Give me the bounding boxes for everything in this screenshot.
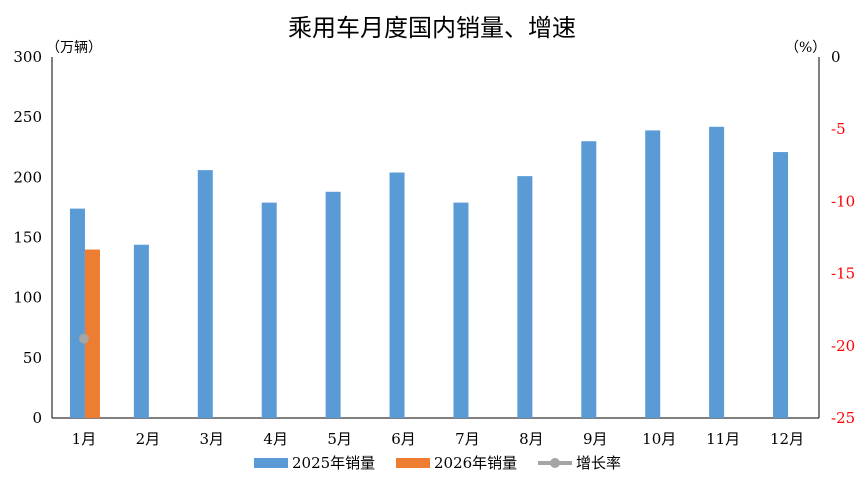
legend-label: 2026年销量 <box>434 454 517 472</box>
category-label: 5月 <box>327 430 352 448</box>
legend: 2025年销量 2026年销量 增长率 <box>254 454 621 472</box>
legend-swatch <box>254 458 288 468</box>
bar-2025 <box>261 202 277 418</box>
right-axis-ticks: 0 -5 -10 -15 -20 -25 <box>831 48 855 427</box>
right-tick-label: -5 <box>831 120 846 138</box>
category-label: 10月 <box>642 430 676 448</box>
category-label: 8月 <box>519 430 544 448</box>
right-tick-label: -25 <box>831 409 855 427</box>
left-tick-label: 0 <box>32 409 42 427</box>
growth-points <box>78 333 89 344</box>
left-tick-label: 100 <box>13 289 42 307</box>
bar-2025 <box>197 170 213 418</box>
left-tick-label: 150 <box>13 229 42 247</box>
growth-point <box>78 333 89 344</box>
right-tick-label: -15 <box>831 265 855 283</box>
right-tick-label: -10 <box>831 192 855 210</box>
bar-2025 <box>709 126 725 418</box>
category-label: 11月 <box>706 430 740 448</box>
right-axis-unit: （%） <box>785 40 826 56</box>
bar-2025 <box>453 202 469 418</box>
left-axis-unit: （万辆） <box>46 40 102 56</box>
category-label: 12月 <box>770 430 804 448</box>
category-label: 7月 <box>455 430 480 448</box>
legend-swatch <box>396 458 430 468</box>
category-label: 4月 <box>263 430 288 448</box>
bar-2025 <box>389 172 405 418</box>
category-label: 9月 <box>583 430 608 448</box>
legend-label: 增长率 <box>576 454 621 472</box>
bar-2025 <box>325 191 341 418</box>
category-labels: 1月 2月 3月 4月 5月 6月 7月 8月 9月 10月 11月 12月 <box>72 430 804 448</box>
bar-2025 <box>773 152 789 418</box>
bars <box>69 126 789 419</box>
right-tick-label: -20 <box>831 337 855 355</box>
legend-label: 2025年销量 <box>292 454 375 472</box>
category-label: 6月 <box>391 430 416 448</box>
left-tick-label: 300 <box>13 48 42 66</box>
bar-2025 <box>581 141 597 418</box>
bar-2025 <box>645 130 661 419</box>
left-tick-label: 200 <box>13 168 42 186</box>
left-axis-ticks: 0 50 100 150 200 250 300 <box>13 48 42 427</box>
bar-2025 <box>517 176 533 418</box>
chart-title: 乘用车月度国内销量、增速 <box>288 14 576 42</box>
legend-swatch-marker <box>550 458 560 468</box>
left-tick-label: 250 <box>13 108 42 126</box>
category-label: 3月 <box>200 430 225 448</box>
category-label: 2月 <box>136 430 161 448</box>
category-label: 1月 <box>72 430 97 448</box>
bar-2025 <box>69 208 85 418</box>
left-tick-label: 50 <box>23 349 42 367</box>
bar-2026 <box>84 249 100 418</box>
bar-2025 <box>133 244 149 418</box>
right-tick-label: 0 <box>831 48 841 66</box>
